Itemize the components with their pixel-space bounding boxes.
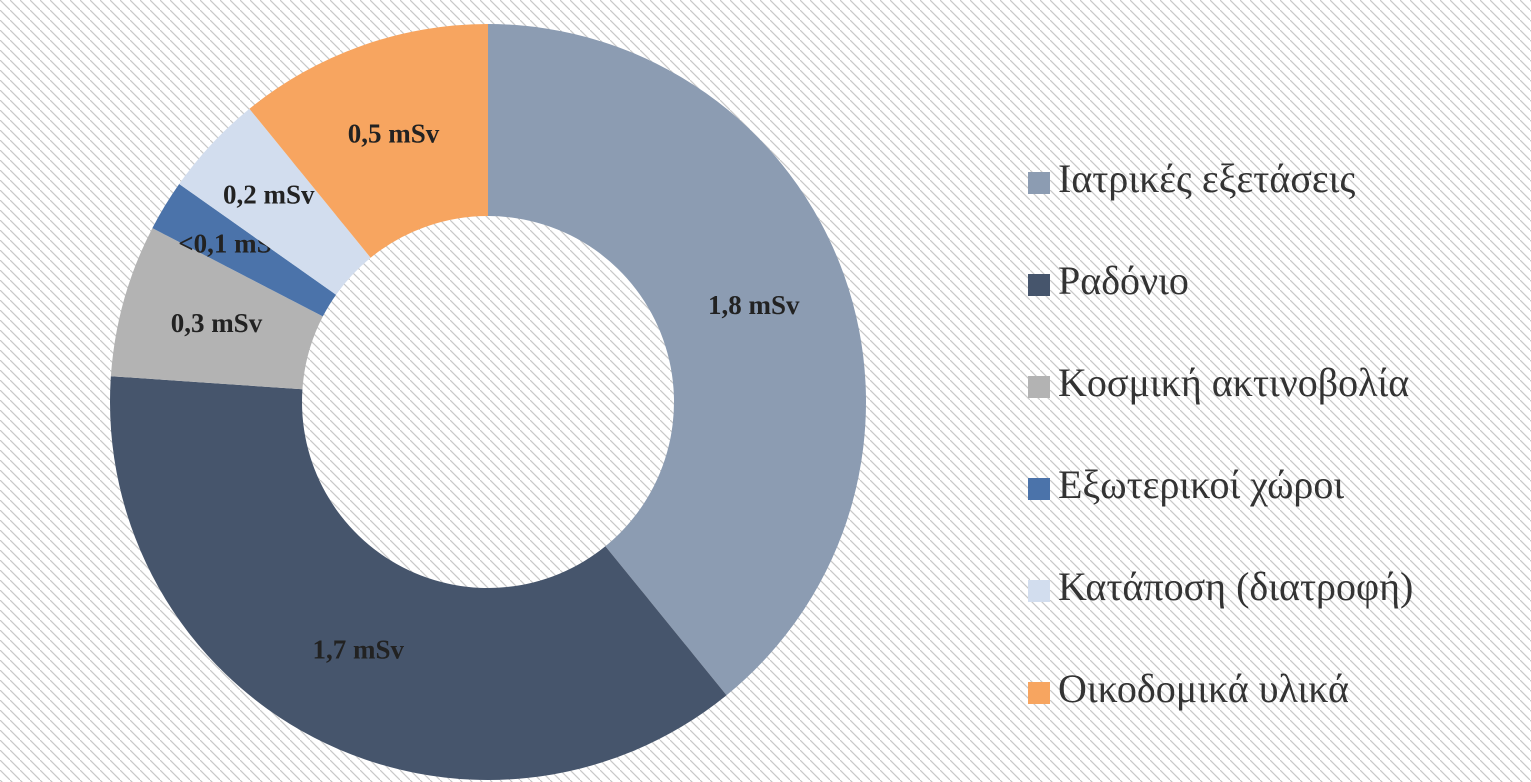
legend-swatch (1028, 172, 1050, 194)
legend-label: Εξωτερικοί χώροι (1058, 462, 1344, 507)
legend-swatch (1028, 580, 1050, 602)
legend-swatch (1028, 682, 1050, 704)
slice (152, 184, 337, 317)
slice (179, 108, 371, 295)
legend-label: Κοσμική ακτινοβολία (1058, 360, 1409, 405)
slice (249, 24, 488, 258)
legend: Ιατρικές εξετάσεις Ραδόνιο Κοσμική ακτινοβ… (1028, 156, 1413, 711)
data-label: 0,2 mSv (223, 179, 315, 209)
data-label: 1,8 mSv (708, 290, 800, 320)
legend-swatch (1028, 478, 1050, 500)
legend-label: Κατάποση (διατροφή) (1058, 564, 1413, 609)
legend-swatch (1028, 376, 1050, 398)
legend-label: Ιατρικές εξετάσεις (1058, 156, 1355, 201)
legend-swatch (1028, 274, 1050, 296)
data-label: 1,7 mSv (313, 635, 405, 665)
legend-label: Οικοδομικά υλικά (1058, 666, 1349, 711)
legend-label: Ραδόνιο (1058, 258, 1189, 303)
slice (110, 376, 727, 781)
data-label: 0,5 mSv (348, 118, 440, 148)
data-label: 0,3 mSv (171, 308, 263, 338)
slice (488, 24, 866, 696)
slice (110, 228, 323, 390)
